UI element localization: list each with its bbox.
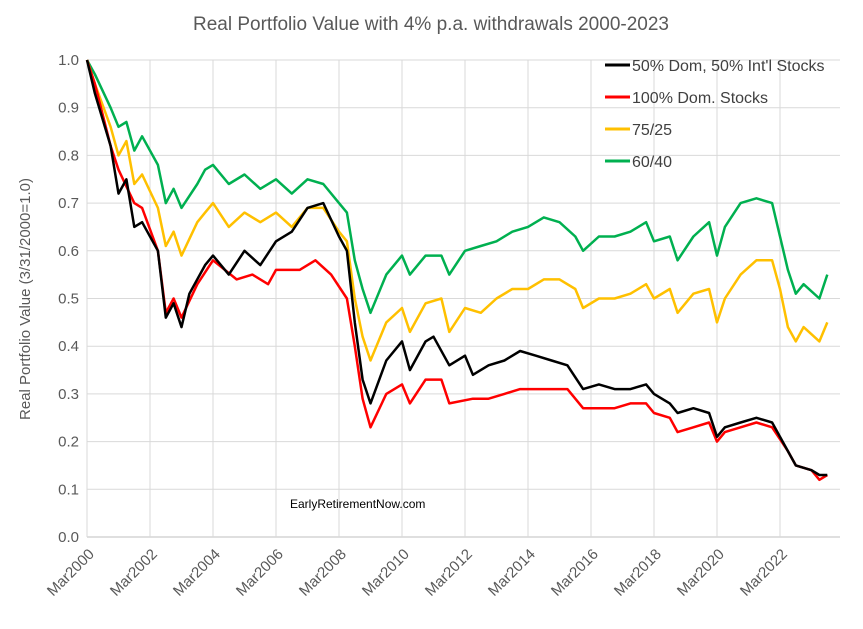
series-line-3	[85, 59, 829, 315]
y-tick-label: 0.8	[58, 147, 79, 164]
x-tick-label: Mar2002	[107, 546, 161, 600]
y-tick-label: 0.4	[58, 338, 79, 355]
series-lines	[85, 59, 829, 482]
legend-label: 100% Dom. Stocks	[632, 90, 768, 107]
x-tick-label: Mar2020	[674, 546, 728, 600]
series-line-1	[85, 59, 828, 482]
y-tick-label: 0.2	[58, 434, 79, 451]
y-tick-label: 0.7	[58, 195, 79, 212]
chart-title: Real Portfolio Value with 4% p.a. withdr…	[193, 14, 669, 35]
y-tick-label: 0.3	[58, 386, 79, 403]
x-tick-label: Mar2014	[485, 546, 539, 600]
x-tick-label: Mar2000	[44, 546, 98, 600]
watermark: EarlyRetirementNow.com	[290, 497, 425, 511]
legend-label: 50% Dom, 50% Int'l Stocks	[632, 58, 824, 75]
series-line-2	[85, 59, 829, 362]
y-tick-label: 0.6	[58, 243, 79, 260]
x-tick-label: Mar2004	[170, 546, 224, 600]
y-axis-ticks: 0.0 0.1 0.2 0.3 0.4 0.5 0.6 0.7 0.8 0.9 1.0	[58, 52, 79, 546]
y-tick-label: 1.0	[58, 52, 79, 69]
x-tick-label: Mar2008	[296, 546, 350, 600]
gridlines	[86, 59, 840, 538]
x-tick-label: Mar2016	[548, 546, 602, 600]
y-axis-label: Real Portfolio Value (3/31/2000=1.0)	[17, 178, 34, 420]
legend: 50% Dom, 50% Int'l Stocks 100% Dom. Stock…	[605, 58, 824, 171]
series-line-0	[85, 59, 828, 477]
legend-label: 75/25	[632, 122, 672, 139]
x-axis-ticks: Mar2000 Mar2002 Mar2004 Mar2006 Mar2008 Mar20…	[44, 546, 791, 600]
x-tick-label: Mar2018	[611, 546, 665, 600]
y-tick-label: 0.5	[58, 291, 79, 308]
x-tick-label: Mar2022	[737, 546, 791, 600]
x-tick-label: Mar2012	[422, 546, 476, 600]
y-tick-label: 0.0	[58, 529, 79, 546]
x-tick-label: Mar2006	[233, 546, 287, 600]
y-tick-label: 0.1	[58, 481, 79, 498]
y-tick-label: 0.9	[58, 100, 79, 117]
x-tick-label: Mar2010	[359, 546, 413, 600]
legend-label: 60/40	[632, 154, 672, 171]
